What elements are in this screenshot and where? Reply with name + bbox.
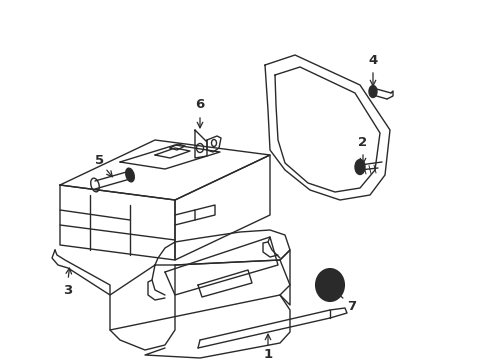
Text: 2: 2 xyxy=(358,136,367,149)
Text: 1: 1 xyxy=(263,348,272,360)
Ellipse shape xyxy=(315,269,343,301)
Ellipse shape xyxy=(125,168,134,182)
Text: 5: 5 xyxy=(95,153,104,166)
Ellipse shape xyxy=(321,276,337,294)
Text: 4: 4 xyxy=(367,54,377,67)
Text: 3: 3 xyxy=(63,284,73,297)
Ellipse shape xyxy=(354,159,364,175)
Text: 7: 7 xyxy=(347,301,356,314)
Text: 6: 6 xyxy=(195,99,204,112)
Ellipse shape xyxy=(368,85,376,98)
